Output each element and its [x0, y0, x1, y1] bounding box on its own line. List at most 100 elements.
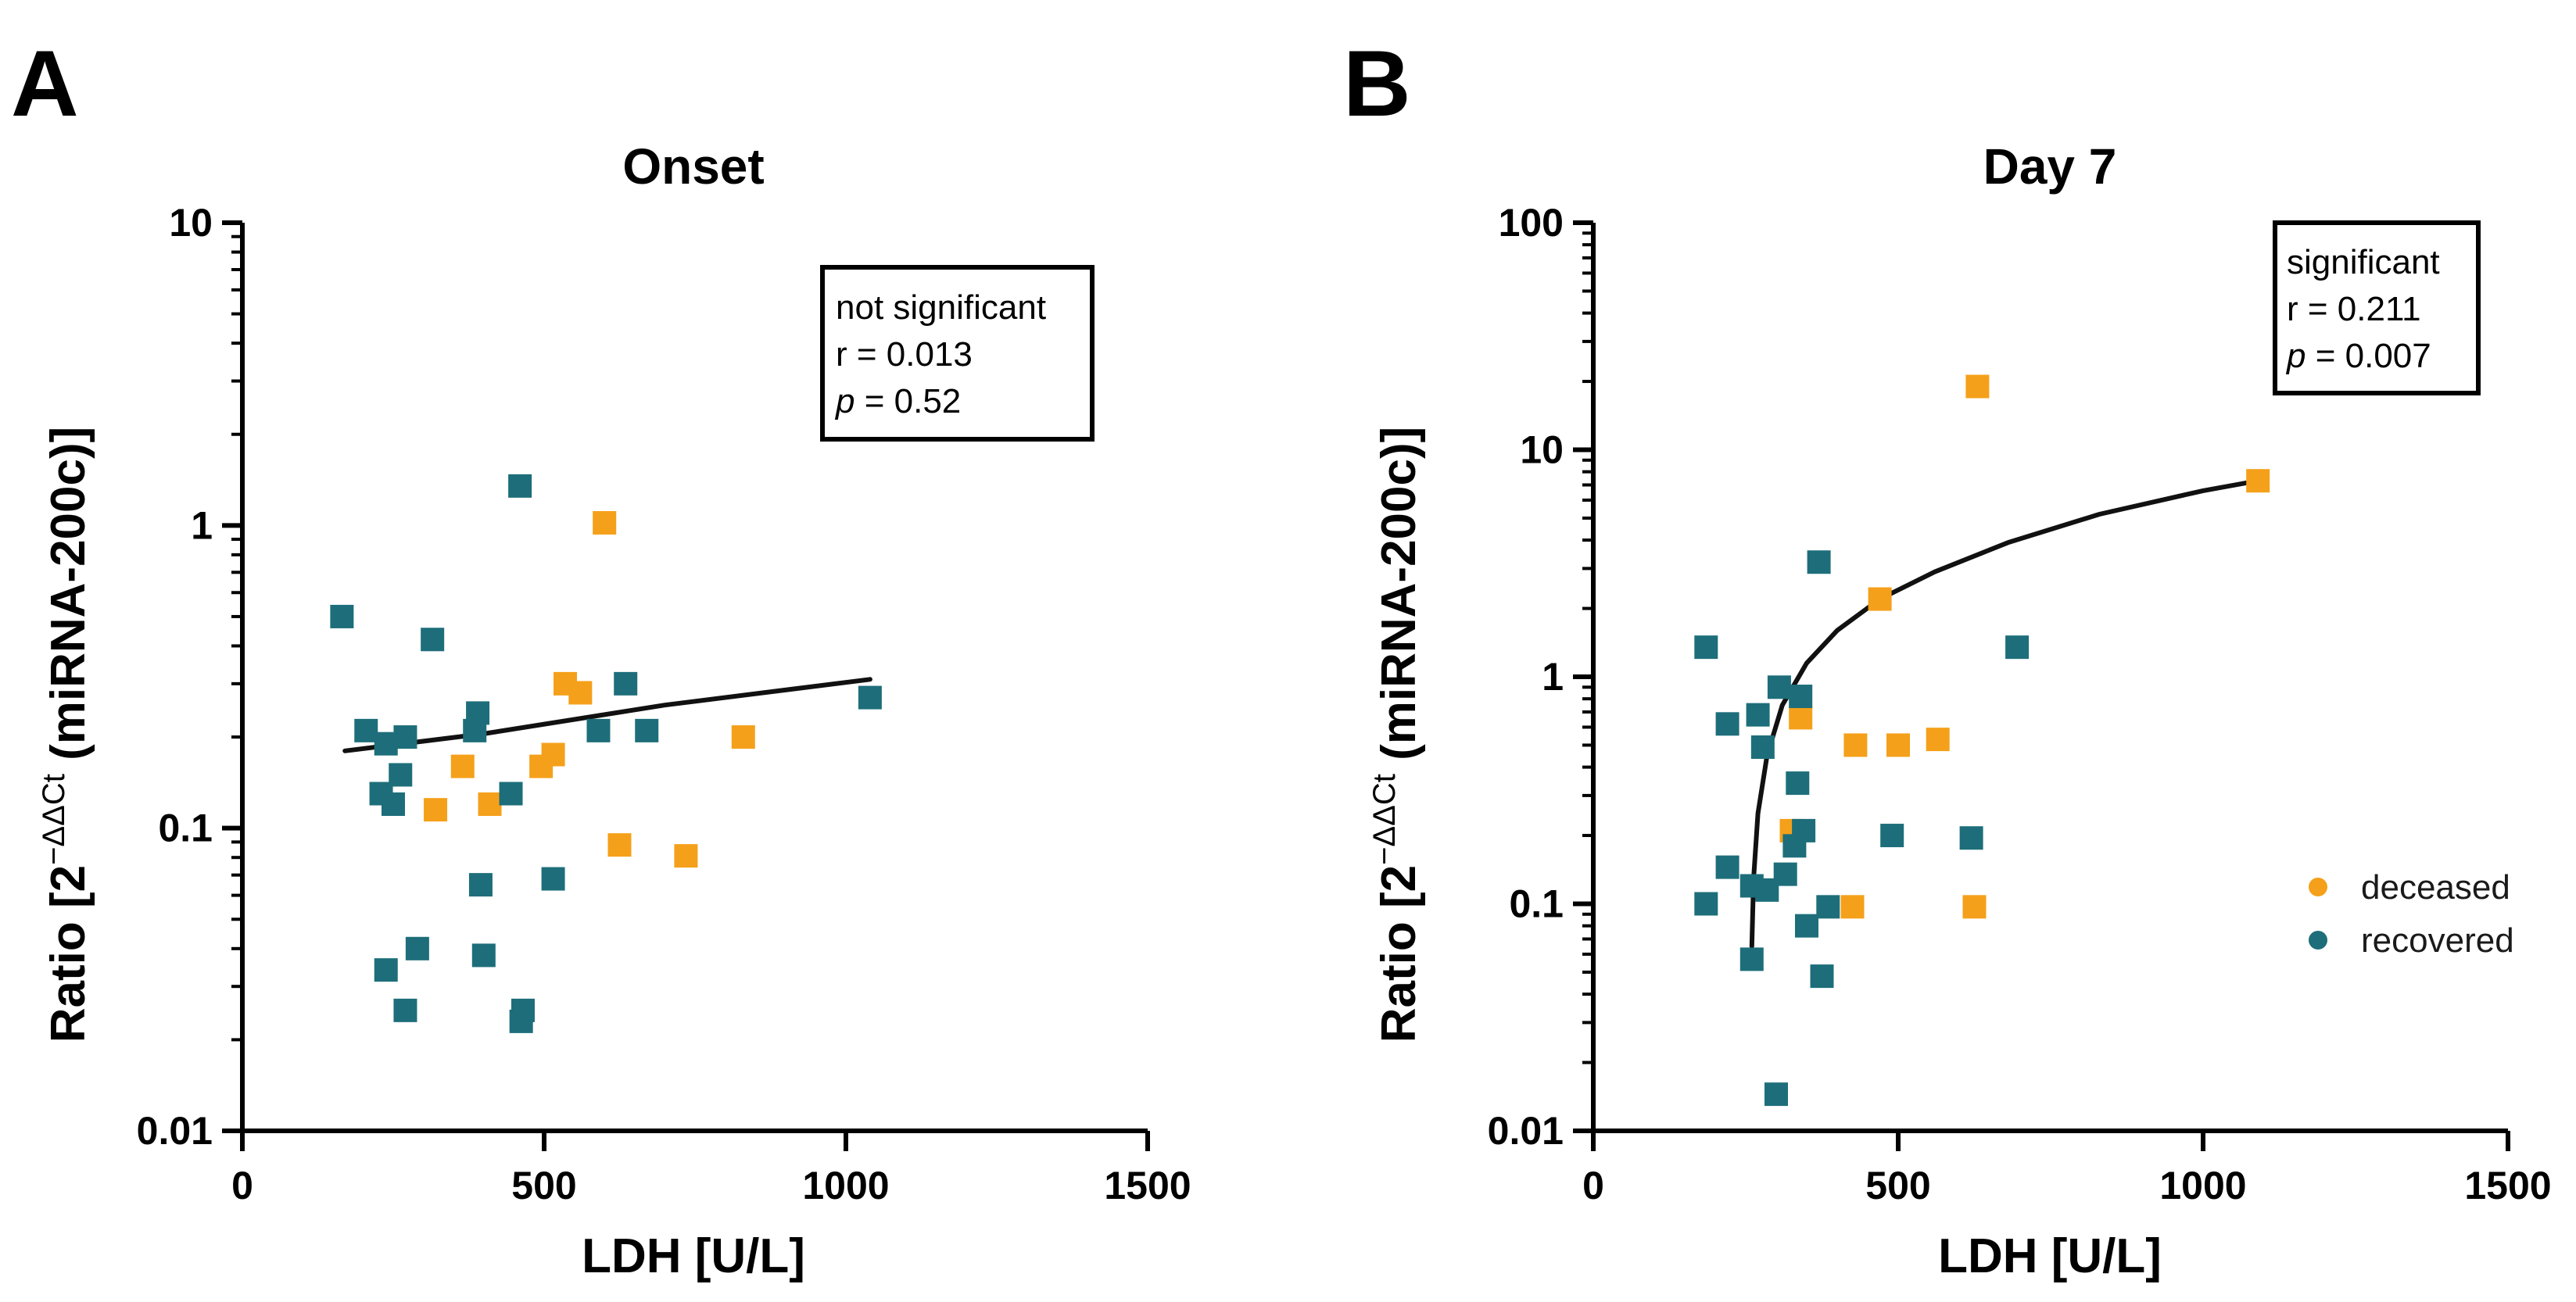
panel-a-stats-p: p = 0.52: [834, 382, 961, 420]
panel-b-point-recovered: [1807, 550, 1831, 574]
panel-a-y-tick-label: 10: [169, 201, 213, 245]
panel-a-y-tick-label: 1: [191, 503, 213, 547]
panel-a-point-recovered: [466, 701, 490, 725]
panel-a-point-recovered: [389, 763, 413, 787]
panel-b-point-recovered: [1786, 771, 1810, 796]
panel-b-point-deceased: [1965, 374, 1990, 399]
panel-b-point-recovered: [1816, 895, 1840, 919]
panel-b-y-tick-label: 10: [1520, 428, 1564, 472]
panel-a-point-recovered: [374, 958, 398, 982]
panel-a-y-label-sup: −ΔΔCt: [37, 774, 71, 865]
panel-a-point-recovered: [382, 792, 405, 816]
panel-b-point-deceased: [1789, 706, 1813, 730]
panel-b-stats-frame: [2273, 220, 2481, 395]
panel-b-point-recovered: [1767, 675, 1791, 699]
panel-b-y-tick-label: 0.01: [1488, 1109, 1564, 1153]
panel-b-point-recovered: [1694, 892, 1718, 916]
panel-b-point-recovered: [1739, 947, 1764, 971]
panel-a-y-axis-label: Ratio [2−ΔΔCt (miRNA-200c)]: [37, 427, 95, 1043]
panel-b-x-tick-label: 1000: [2159, 1164, 2246, 1207]
panel-b-fit-line: [1749, 478, 2261, 949]
panel-a-y-tick-label: 0.1: [158, 807, 213, 850]
panel-b-point-recovered: [1959, 826, 1983, 850]
panel-a-point-recovered: [468, 873, 493, 897]
panel-a-point-recovered: [393, 725, 417, 749]
panel-b-stats-r: r = 0.211: [2287, 290, 2421, 328]
panel-a-point-recovered: [471, 943, 496, 968]
panel-b-stats-significance: significant: [2287, 243, 2440, 281]
panel-a-point-deceased: [674, 844, 698, 868]
panel-a-stats-significance: not significant: [836, 288, 1046, 327]
panel-b-stats-p-symbol: p: [2285, 337, 2306, 375]
panel-b-point-recovered: [1715, 855, 1739, 879]
panel-b-point-recovered: [1792, 818, 1816, 842]
panel-a-stats-frame: [820, 265, 1095, 442]
panel-a-x-tick-label: 0: [231, 1164, 253, 1207]
panel-b-point-recovered: [1715, 712, 1739, 736]
panel-b-point-deceased: [1843, 733, 1868, 757]
panel-a-point-recovered: [421, 628, 445, 652]
legend-recovered-marker: [2309, 931, 2327, 950]
panel-b-point-recovered: [1765, 1082, 1788, 1107]
legend-recovered-label: recovered: [2361, 921, 2514, 960]
panel-a-point-recovered: [405, 936, 429, 960]
panel-b-stats-box: significant r = 0.211 p = 0.007: [2273, 220, 2481, 395]
panel-b-point-deceased: [1926, 728, 1950, 752]
panel-a-point-deceased: [478, 792, 502, 816]
panel-b-x-tick-label: 0: [1582, 1164, 1604, 1207]
panel-b-y-axis-label: Ratio [2−ΔΔCt (miRNA-200c)]: [1367, 427, 1426, 1043]
panel-b-y-tick-label: 1: [1542, 655, 1564, 699]
panel-b-point-recovered: [1750, 735, 1775, 759]
panel-a-point-deceased: [568, 681, 593, 705]
panel-b-y-label-main: Ratio [2: [1372, 865, 1426, 1043]
panel-a-point-recovered: [508, 474, 532, 498]
panel-a-point-deceased: [541, 742, 565, 767]
panel-a-point-deceased: [424, 798, 448, 822]
panel-b-stats-p: p = 0.007: [2285, 337, 2431, 375]
panel-b-point-deceased: [1886, 733, 1910, 757]
panel-b-y-label-sup: −ΔΔCt: [1367, 774, 1402, 865]
panel-a-point-recovered: [541, 867, 565, 891]
panel-a-plot-area: 0.01 0.1 1 10 0 500 1000 1500: [137, 201, 1191, 1207]
legend-deceased-marker: [2309, 878, 2327, 896]
panel-a-y-tick-label: 0.01: [137, 1109, 213, 1153]
panel-a-letter: A: [11, 31, 79, 136]
legend-deceased-label: deceased: [2361, 868, 2510, 907]
panel-b-point-recovered: [1880, 824, 1904, 848]
panel-b-point-deceased: [1840, 895, 1865, 919]
panel-b-point-recovered: [1789, 685, 1813, 709]
panel-b-title: Day 7: [1983, 138, 2117, 195]
panel-b-y-tick-label: 0.1: [1509, 882, 1564, 926]
panel-a-point-deceased: [607, 833, 632, 857]
panel-a-point-recovered: [330, 604, 354, 628]
panel-a: A Onset LDH [U/L] Ratio [2−ΔΔCt (miRNA-2…: [11, 31, 1191, 1283]
panel-b-x-tick-label: 1500: [2464, 1164, 2551, 1207]
panel-b-y-tick-label: 100: [1499, 201, 1564, 245]
panel-b-legend: deceased recovered: [2309, 868, 2514, 960]
panel-b-letter: B: [1343, 31, 1411, 136]
panel-a-point-deceased: [450, 754, 475, 778]
panel-a-x-axis-label: LDH [U/L]: [582, 1229, 805, 1283]
panel-a-x-tick-label: 1000: [802, 1164, 889, 1207]
panel-a-y-label-main: Ratio [2: [41, 865, 95, 1043]
panel-a-title: Onset: [622, 138, 764, 195]
panel-a-stats-p-symbol: p: [834, 382, 854, 420]
panel-b: B Day 7 LDH [U/L] Ratio [2−ΔΔCt (miRNA-2…: [1343, 31, 2552, 1283]
panel-b-point-recovered: [1746, 703, 1770, 727]
panel-b-stats-p-value: = 0.007: [2306, 337, 2431, 375]
panel-a-stats-box: not significant r = 0.013 p = 0.52: [820, 265, 1095, 442]
panel-a-point-recovered: [509, 1009, 533, 1033]
panel-a-point-recovered: [393, 998, 417, 1022]
panel-a-point-recovered: [354, 718, 378, 742]
panel-b-point-recovered: [1773, 862, 1797, 886]
panel-a-stats-r: r = 0.013: [836, 335, 973, 374]
panel-b-point-deceased: [2246, 469, 2270, 493]
panel-a-point-recovered: [614, 671, 638, 696]
panel-b-x-tick-label: 500: [1865, 1164, 1930, 1207]
panel-a-point-deceased: [731, 725, 755, 749]
panel-b-point-deceased: [1868, 587, 1892, 611]
panel-a-point-deceased: [593, 511, 617, 535]
panel-a-point-recovered: [635, 718, 659, 742]
